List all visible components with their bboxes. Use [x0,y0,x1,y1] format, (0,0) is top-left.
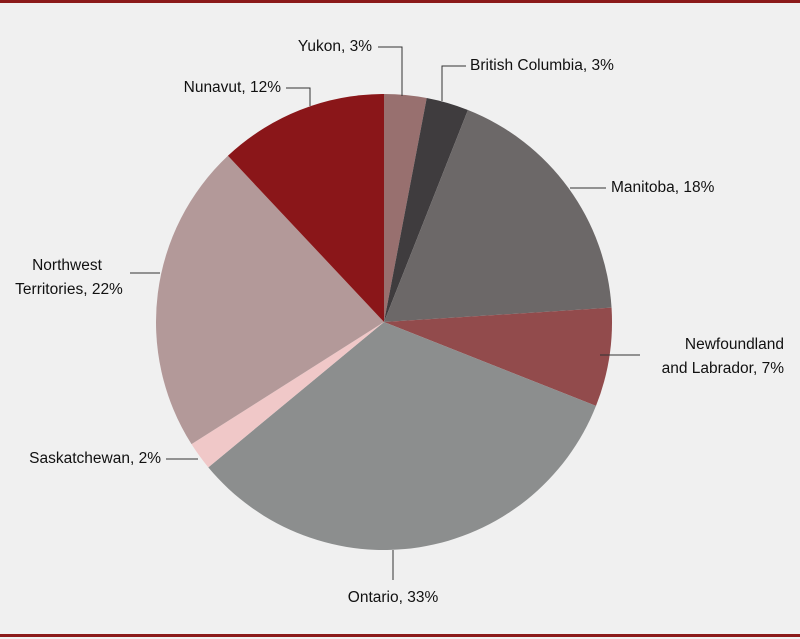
slice-label: Manitoba, 18% [611,179,715,196]
pie-slice [384,98,468,322]
slice-label: British Columbia, 3% [470,57,614,74]
slice-label: Ontario, 33% [348,589,439,606]
slice-label: Yukon, 3% [298,38,372,55]
top-border [0,0,800,3]
leader-line [286,87,311,106]
pie-slice [227,94,384,322]
pie [156,94,613,551]
slice-label: Northwest Territories, 22% [11,257,123,298]
leader-line [378,46,403,96]
bottom-border [0,634,800,637]
slice-label: Nunavut, 12% [184,79,282,96]
pie-slice [191,322,384,468]
slice-label: Saskatchewan, 2% [29,450,161,467]
pie-slice [208,322,596,551]
labels: Yukon, 3% British Columbia, 3% Manitoba, 1… [11,38,784,606]
slice-label: Newfoundland and Labrador, 7% [657,336,784,377]
leader-line [441,65,466,101]
pie-slice [384,307,613,406]
pie-slice [384,110,612,323]
pie-slice [384,94,427,322]
pie-slice [156,155,384,445]
